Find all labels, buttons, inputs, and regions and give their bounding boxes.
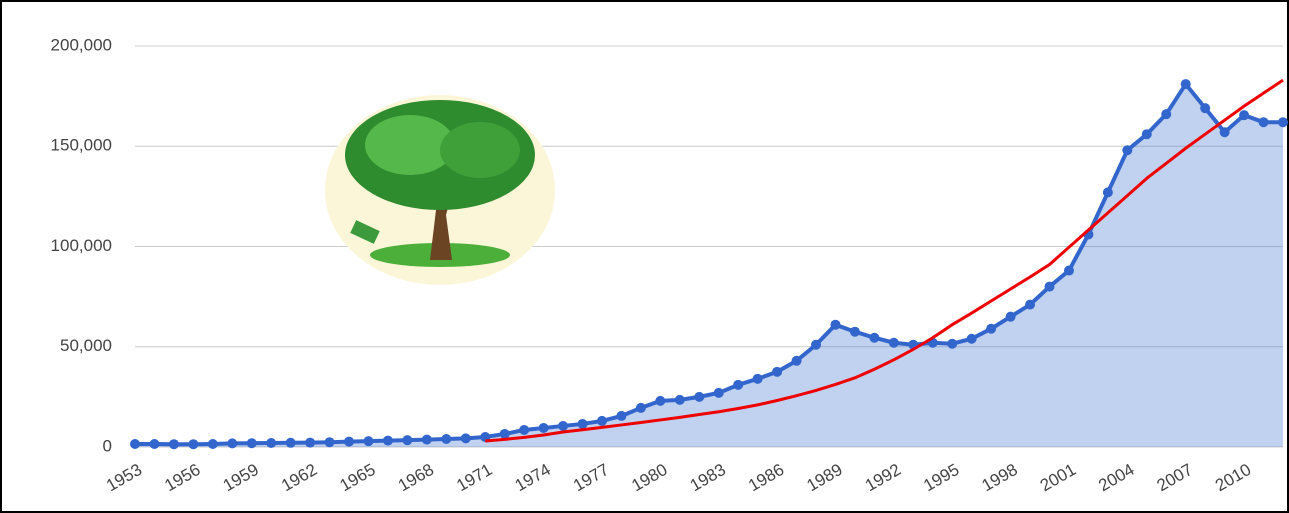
plot bbox=[130, 78, 1288, 450]
point bbox=[188, 439, 199, 450]
x-tick-label: 1995 bbox=[920, 460, 962, 495]
point bbox=[713, 387, 724, 398]
point bbox=[830, 319, 841, 330]
point bbox=[1025, 299, 1036, 310]
x-tick-label: 1977 bbox=[570, 460, 612, 495]
point bbox=[246, 438, 257, 449]
point bbox=[285, 437, 296, 448]
tree-canopy bbox=[440, 122, 520, 178]
point bbox=[577, 418, 588, 429]
y-tick-label: 150,000 bbox=[51, 136, 112, 155]
point bbox=[1122, 145, 1133, 156]
x-tick-label: 1998 bbox=[979, 460, 1021, 495]
point bbox=[1180, 79, 1191, 90]
point bbox=[363, 436, 374, 447]
x-tick-label: 2010 bbox=[1212, 460, 1254, 495]
point bbox=[1258, 117, 1269, 128]
point bbox=[1141, 129, 1152, 140]
point bbox=[752, 373, 763, 384]
x-tick-label: 1965 bbox=[336, 460, 378, 495]
point bbox=[1005, 311, 1016, 322]
point bbox=[674, 394, 685, 405]
point bbox=[1063, 265, 1074, 276]
point bbox=[811, 339, 822, 350]
point bbox=[421, 434, 432, 445]
y-tick-label: 100,000 bbox=[51, 236, 112, 255]
x-tick-label: 1962 bbox=[278, 460, 320, 495]
point bbox=[986, 323, 997, 334]
x-tick-label: 2004 bbox=[1095, 460, 1137, 495]
point bbox=[149, 438, 160, 449]
point bbox=[849, 326, 860, 337]
point bbox=[791, 355, 802, 366]
point bbox=[305, 437, 316, 448]
point bbox=[382, 435, 393, 446]
point bbox=[966, 333, 977, 344]
x-tick-label: 1956 bbox=[161, 460, 203, 495]
point bbox=[694, 391, 705, 402]
point bbox=[324, 437, 335, 448]
x-tick-label: 1974 bbox=[512, 460, 554, 495]
point bbox=[947, 338, 958, 349]
point bbox=[227, 438, 238, 449]
x-tick-label: 1992 bbox=[862, 460, 904, 495]
tree-bill bbox=[350, 220, 380, 244]
point bbox=[1102, 187, 1113, 198]
point bbox=[402, 435, 413, 446]
point bbox=[888, 337, 899, 348]
point bbox=[344, 436, 355, 447]
trend-line bbox=[485, 78, 1284, 443]
point bbox=[266, 437, 277, 448]
point bbox=[733, 379, 744, 390]
point bbox=[499, 428, 510, 439]
x-tick-label: 2007 bbox=[1154, 460, 1196, 495]
point bbox=[596, 415, 607, 426]
tree-canopy bbox=[365, 115, 455, 175]
x-tick-label: 1968 bbox=[395, 460, 437, 495]
point bbox=[1200, 103, 1211, 114]
point bbox=[869, 332, 880, 343]
y-tick-label: 50,000 bbox=[60, 336, 112, 355]
point bbox=[460, 433, 471, 444]
point bbox=[1239, 110, 1250, 121]
x-tick-label: 2001 bbox=[1037, 460, 1079, 495]
x-tick-label: 1959 bbox=[220, 460, 262, 495]
point bbox=[207, 438, 218, 449]
point bbox=[635, 402, 646, 413]
x-tick-label: 1953 bbox=[103, 460, 145, 495]
y-tick-label: 200,000 bbox=[51, 35, 112, 54]
point bbox=[558, 420, 569, 431]
point bbox=[655, 395, 666, 406]
area bbox=[135, 84, 1283, 447]
point bbox=[772, 366, 783, 377]
x-tick-label: 1980 bbox=[628, 460, 670, 495]
point bbox=[441, 433, 452, 444]
x-tick-label: 1983 bbox=[687, 460, 729, 495]
x-tick-label: 1971 bbox=[453, 460, 495, 495]
point bbox=[616, 410, 627, 421]
point bbox=[1278, 117, 1288, 128]
point bbox=[130, 438, 140, 449]
money-tree bbox=[325, 95, 555, 285]
point bbox=[1219, 127, 1230, 138]
x-tick-label: 1986 bbox=[745, 460, 787, 495]
point bbox=[1161, 109, 1172, 120]
x-tick-label: 1989 bbox=[803, 460, 845, 495]
point bbox=[538, 422, 549, 433]
point bbox=[168, 439, 179, 450]
point bbox=[519, 424, 530, 435]
grid bbox=[135, 45, 1283, 448]
point bbox=[1044, 281, 1055, 292]
y-tick-label: 0 bbox=[103, 436, 112, 455]
